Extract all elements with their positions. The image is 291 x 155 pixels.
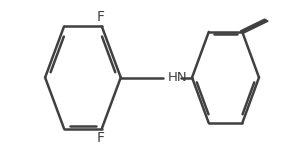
Text: F: F — [96, 131, 104, 145]
Text: F: F — [96, 10, 104, 24]
Text: HN: HN — [167, 71, 187, 84]
